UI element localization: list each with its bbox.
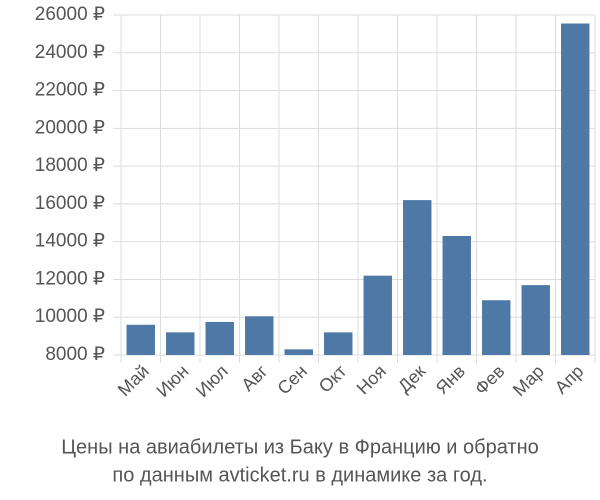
x-tick-label: Дек [394, 361, 429, 396]
bar [284, 349, 313, 355]
x-tick-label: Мар [509, 361, 548, 400]
x-tick-label: Авг [237, 361, 271, 395]
bar [521, 285, 550, 355]
bar [126, 324, 155, 355]
x-tick-label: Янв [432, 361, 469, 398]
x-tick-label: Ноя [353, 361, 390, 398]
x-tick-label: Окт [315, 361, 351, 397]
x-tick-label: Апр [551, 361, 588, 398]
y-tick-label: 14000 ₽ [35, 231, 105, 252]
y-tick-label: 8000 ₽ [45, 344, 105, 365]
y-tick-label: 26000 ₽ [35, 4, 105, 25]
bar [324, 332, 353, 355]
y-tick-label: 18000 ₽ [35, 155, 105, 176]
bar [442, 236, 471, 355]
bar [205, 321, 234, 355]
chart-title: Цены на авиабилеты из Баку в Францию и о… [61, 436, 539, 458]
bar [482, 300, 511, 355]
x-tick-label: Сен [273, 361, 310, 398]
bar [245, 316, 274, 355]
bar [363, 275, 392, 355]
y-tick-label: 10000 ₽ [35, 306, 105, 327]
bar [561, 23, 590, 355]
y-tick-label: 16000 ₽ [35, 193, 105, 214]
x-tick-label: Июл [192, 361, 232, 401]
x-tick-label: Июн [153, 361, 193, 401]
y-tick-label: 12000 ₽ [35, 268, 105, 289]
y-tick-label: 22000 ₽ [35, 80, 105, 101]
bar [166, 332, 195, 355]
x-tick-label: Фев [471, 361, 509, 399]
x-tick-label: Май [114, 361, 153, 400]
chart-subtitle: по данным avticket.ru в динамике за год. [112, 464, 487, 486]
y-tick-label: 24000 ₽ [35, 42, 105, 63]
bar [403, 200, 432, 355]
y-tick-label: 20000 ₽ [35, 117, 105, 138]
